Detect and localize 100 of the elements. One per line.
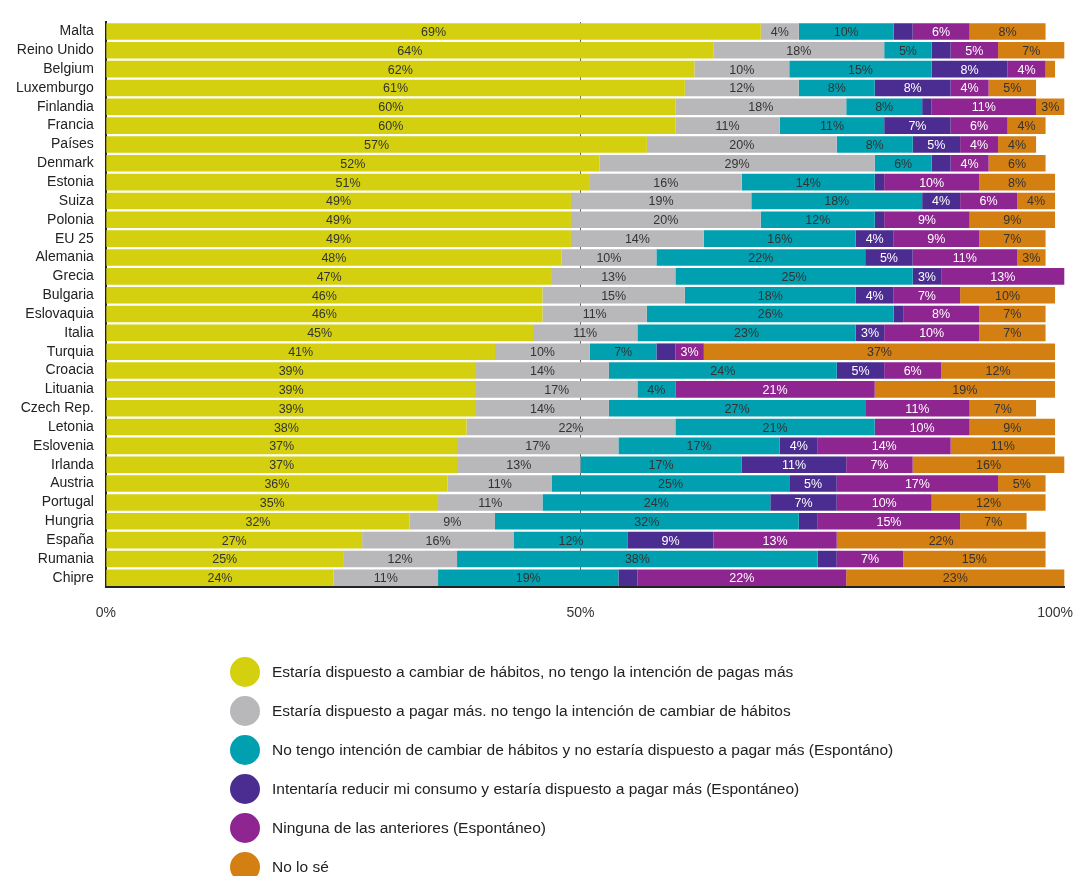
- data-label: 62%: [387, 62, 413, 77]
- data-label: 16%: [767, 232, 793, 247]
- bar: [106, 381, 477, 398]
- bar: [637, 569, 847, 587]
- bar: [106, 569, 334, 587]
- bar: [789, 60, 932, 78]
- y-tick-label: Bulgaria: [42, 286, 95, 303]
- bar: [646, 136, 837, 153]
- data-label: 12%: [729, 81, 755, 96]
- data-label: 4%: [970, 137, 989, 152]
- legend-label: No tengo intención de cambiar de hábitos y no estaría dispuesto a pagar más (Espontáno): [272, 740, 894, 759]
- bar: [106, 249, 562, 266]
- y-tick-label: Francia: [47, 116, 95, 133]
- data-label: 5%: [803, 477, 823, 492]
- data-label: 16%: [425, 533, 451, 548]
- bar: [106, 531, 363, 549]
- data-label: 13%: [990, 269, 1016, 284]
- data-label: 5%: [1003, 81, 1022, 96]
- data-label: 41%: [288, 345, 314, 360]
- bar: [988, 155, 1046, 172]
- bar: [551, 475, 790, 492]
- data-label: 29%: [724, 156, 750, 171]
- bar: [106, 155, 600, 172]
- data-label: 4%: [932, 194, 951, 209]
- data-label: 7%: [1003, 232, 1022, 247]
- bar: [457, 456, 581, 474]
- data-label: 9%: [927, 232, 946, 247]
- bar: [675, 117, 780, 134]
- bar: [409, 512, 496, 530]
- bar: [675, 418, 875, 436]
- bar: [608, 399, 866, 417]
- data-label: 11%: [952, 250, 977, 265]
- data-label: 25%: [658, 477, 684, 492]
- y-tick-label: Eslovaquia: [25, 304, 95, 321]
- data-label: 13%: [506, 458, 532, 473]
- data-label: 3%: [680, 345, 699, 360]
- bar: [893, 230, 980, 247]
- data-label: 52%: [340, 156, 366, 171]
- y-tick-label: Hungria: [44, 512, 95, 529]
- data-label: 8%: [998, 24, 1017, 39]
- bar: [476, 362, 609, 379]
- y-tick-label: Turquia: [46, 342, 95, 359]
- bar: [713, 41, 885, 59]
- legend-label: No lo sé: [272, 857, 329, 876]
- data-label: 14%: [529, 363, 555, 378]
- bar: [106, 211, 571, 229]
- bar: [798, 23, 894, 40]
- bar: [466, 418, 676, 436]
- data-label: 17%: [544, 382, 570, 397]
- y-tick-label: Países: [51, 135, 94, 152]
- data-label: 4%: [1008, 137, 1027, 152]
- data-label: 11%: [573, 326, 598, 341]
- bar: [106, 173, 590, 191]
- bar: [884, 117, 951, 134]
- data-label: 10%: [871, 495, 897, 510]
- bar: [922, 98, 932, 116]
- y-tick-label: España: [46, 530, 95, 547]
- x-tick-label: 100%: [1037, 604, 1073, 621]
- bar: [447, 475, 552, 492]
- data-label: 5%: [1012, 477, 1031, 492]
- data-label: 12%: [805, 213, 831, 228]
- bar: [741, 173, 875, 191]
- bar: [760, 211, 875, 229]
- data-label: 10%: [909, 420, 935, 435]
- data-label: 8%: [932, 307, 951, 322]
- data-label: 20%: [729, 137, 755, 152]
- data-label: 32%: [245, 514, 271, 529]
- data-label: 64%: [397, 43, 423, 58]
- data-label: 5%: [898, 43, 917, 58]
- data-label: 49%: [326, 213, 352, 228]
- bar: [941, 362, 1056, 379]
- data-label: 16%: [653, 175, 679, 190]
- bar: [106, 362, 477, 379]
- data-label: 17%: [648, 458, 674, 473]
- data-label: 7%: [908, 119, 927, 134]
- bar: [893, 23, 913, 40]
- bar: [106, 230, 571, 247]
- data-label: 45%: [307, 326, 333, 341]
- bar: [836, 475, 999, 492]
- bar: [106, 41, 714, 59]
- data-label: 11%: [990, 439, 1015, 454]
- bar: [495, 343, 590, 360]
- data-label: 8%: [875, 100, 894, 115]
- data-label: 37%: [866, 345, 892, 360]
- bar: [551, 268, 676, 285]
- data-label: 39%: [278, 382, 304, 397]
- bar: [675, 381, 875, 398]
- bar: [931, 494, 1046, 511]
- bar: [646, 305, 894, 323]
- y-tick-label: Italia: [64, 323, 95, 340]
- bar: [884, 362, 942, 379]
- data-label: 9%: [1003, 213, 1022, 228]
- bar: [846, 98, 923, 116]
- bar: [798, 512, 818, 530]
- data-label: 11%: [582, 307, 607, 322]
- data-label: 51%: [335, 175, 361, 190]
- bar: [846, 569, 1065, 587]
- bar: [874, 155, 932, 172]
- bar: [106, 418, 467, 436]
- bar: [703, 230, 856, 247]
